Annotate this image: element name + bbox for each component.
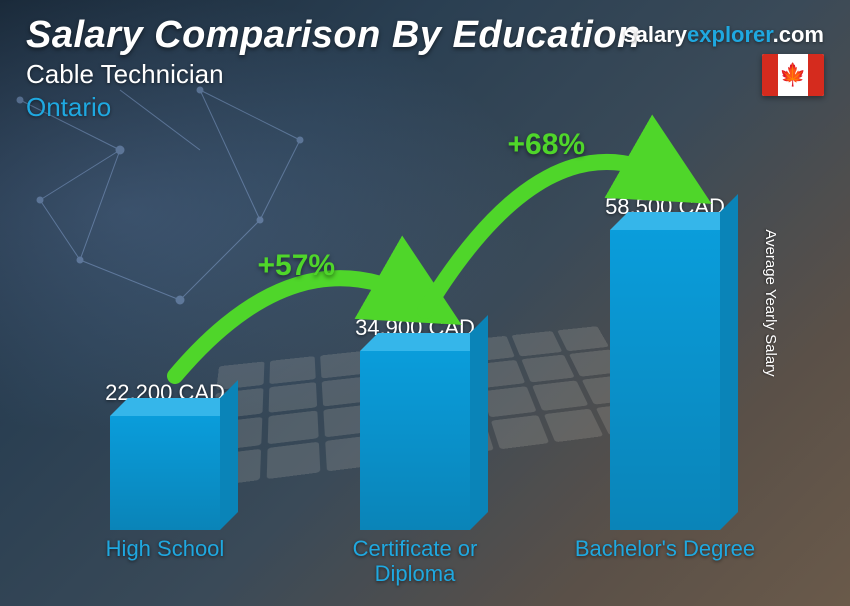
canada-flag-icon: 🍁 xyxy=(762,54,824,96)
brand-mid: explorer xyxy=(687,22,773,47)
bar-label-1: Certificate or Diploma xyxy=(315,530,515,582)
brand-suffix: .com xyxy=(773,22,824,47)
infographic-stage: Salary Comparison By Education Cable Tec… xyxy=(0,0,850,606)
region-label: Ontario xyxy=(26,92,824,123)
job-subtitle: Cable Technician xyxy=(26,59,824,90)
maple-leaf-icon: 🍁 xyxy=(779,64,806,86)
bar-2: 58,500 CAD xyxy=(565,194,765,530)
brand-prefix: salary xyxy=(623,22,687,47)
bar-0: 22,200 CAD xyxy=(65,380,265,530)
bar-chart: 22,200 CAD 34,900 CAD58,500 CAD High Scho… xyxy=(40,142,790,582)
labels-container: High School Certificate or Diploma Bachelo… xyxy=(40,530,790,582)
bars-container: 22,200 CAD 34,900 CAD58,500 CAD xyxy=(40,170,790,530)
increase-pct-0: +57% xyxy=(258,249,336,283)
bar-1: 34,900 CAD xyxy=(315,315,515,530)
bar-label-0: High School xyxy=(65,530,265,582)
brand-logo: salaryexplorer.com xyxy=(623,22,824,48)
bar-label-2: Bachelor's Degree xyxy=(565,530,765,582)
increase-pct-1: +68% xyxy=(508,128,586,162)
